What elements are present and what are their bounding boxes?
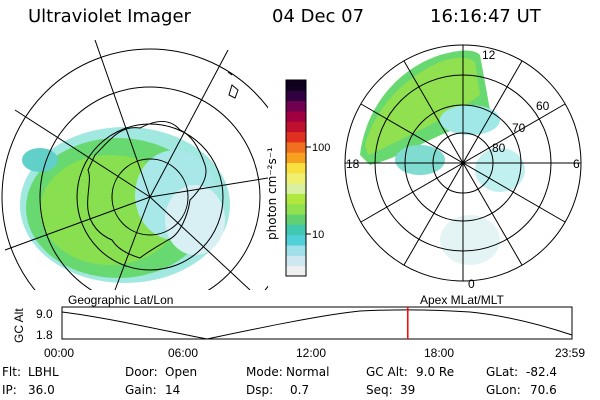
timeline-ytick-high: 9.0 bbox=[36, 307, 53, 321]
info-door-value: Open bbox=[165, 365, 198, 379]
info-glon-value: 70.6 bbox=[530, 383, 557, 397]
info-ip-label: IP: bbox=[2, 383, 17, 397]
info-dsp-value: 0.7 bbox=[290, 383, 310, 397]
time-label: 16:16:47 UT bbox=[430, 6, 541, 27]
timeline-xtick-1200: 12:00 bbox=[296, 346, 326, 360]
colorbar-swatch bbox=[286, 131, 306, 143]
info-door-label: Door: bbox=[125, 365, 158, 379]
colorbar-swatch bbox=[286, 193, 306, 205]
mlat-label-60: 60 bbox=[536, 99, 550, 113]
geographic-panel bbox=[1, 40, 268, 290]
info-mode-label: Mode: bbox=[246, 365, 283, 379]
colorbar-swatch bbox=[286, 172, 306, 184]
colorbar-swatch bbox=[286, 214, 306, 225]
colorbar-swatch bbox=[286, 90, 306, 102]
mlt-label-0: 0 bbox=[468, 277, 475, 291]
mlat-label-70: 70 bbox=[512, 121, 526, 135]
info-ip-value: 36.0 bbox=[28, 383, 55, 397]
mlat-mlt-panel: 12 18 6 0 60 70 80 bbox=[344, 44, 582, 291]
colorbar-tick-10: 10 bbox=[312, 229, 324, 241]
colorbar-swatch bbox=[286, 234, 306, 246]
colorbar-swatch bbox=[286, 203, 306, 215]
timeline-ytick-low: 1.8 bbox=[36, 328, 53, 342]
timeline-ylabel: GC Alt bbox=[12, 308, 26, 343]
lat-circle-outer bbox=[39, 86, 261, 290]
colorbar-swatch bbox=[286, 162, 306, 174]
left-panel-label: Geographic Lat/Lon bbox=[68, 293, 173, 307]
info-gcalt-label: GC Alt: bbox=[366, 365, 408, 379]
info-dsp-label: Dsp: bbox=[246, 383, 274, 397]
colorbar-swatch bbox=[286, 183, 306, 194]
colorbar-swatch bbox=[286, 152, 306, 164]
colorbar-label: photon cm⁻²s⁻¹ bbox=[265, 147, 279, 240]
info-flt-value: LBHL bbox=[28, 365, 59, 379]
info-glat-value: -82.4 bbox=[526, 365, 558, 379]
date-label: 04 Dec 07 bbox=[272, 6, 365, 27]
info-seq-label: Seq: bbox=[366, 383, 393, 397]
colorbar-swatch bbox=[286, 265, 306, 277]
colorbar-tick-100: 100 bbox=[312, 142, 330, 154]
info-glat-label: GLat: bbox=[486, 365, 519, 379]
antarctica-coastline bbox=[87, 121, 207, 259]
timeline-xtick-0000: 00:00 bbox=[44, 346, 74, 360]
mlt-label-18: 18 bbox=[346, 157, 360, 171]
colorbar bbox=[286, 80, 306, 277]
colorbar-swatch bbox=[286, 100, 306, 112]
timeline-xtick-0600: 06:00 bbox=[168, 346, 198, 360]
colorbar-swatch bbox=[286, 80, 306, 91]
info-seq-value: 39 bbox=[400, 383, 416, 397]
info-flt-label: Flt: bbox=[2, 365, 21, 379]
info-gain-label: Gain: bbox=[125, 383, 157, 397]
timeline-xtick-1800: 18:00 bbox=[424, 346, 454, 360]
lat-circle-edge bbox=[1, 48, 268, 290]
altitude-curve bbox=[61, 309, 573, 340]
mlt-label-12: 12 bbox=[482, 48, 496, 62]
app-title: Ultraviolet Imager bbox=[28, 6, 191, 27]
colorbar-swatch bbox=[286, 121, 306, 133]
colorbar-swatch bbox=[286, 141, 306, 153]
lat-circle-inner bbox=[111, 158, 189, 236]
colorbar-swatch bbox=[286, 224, 306, 236]
colorbar-swatch bbox=[286, 245, 306, 256]
info-gcalt-value: 9.0 Re bbox=[416, 365, 455, 379]
timeline-xtick-2359: 23:59 bbox=[555, 346, 585, 360]
mlt-label-6: 6 bbox=[573, 157, 580, 171]
colorbar-swatch bbox=[286, 255, 306, 267]
colorbar-swatch bbox=[286, 110, 306, 122]
mlat-label-80: 80 bbox=[492, 141, 506, 155]
right-panel-label: Apex MLat/MLT bbox=[420, 293, 504, 307]
info-mode-value: Normal bbox=[286, 365, 330, 379]
info-glon-label: GLon: bbox=[486, 383, 521, 397]
info-gain-value: 14 bbox=[165, 383, 181, 397]
altitude-timeline: GC Alt 9.0 1.8 00:00 06:00 12:00 18:00 2… bbox=[12, 306, 585, 360]
